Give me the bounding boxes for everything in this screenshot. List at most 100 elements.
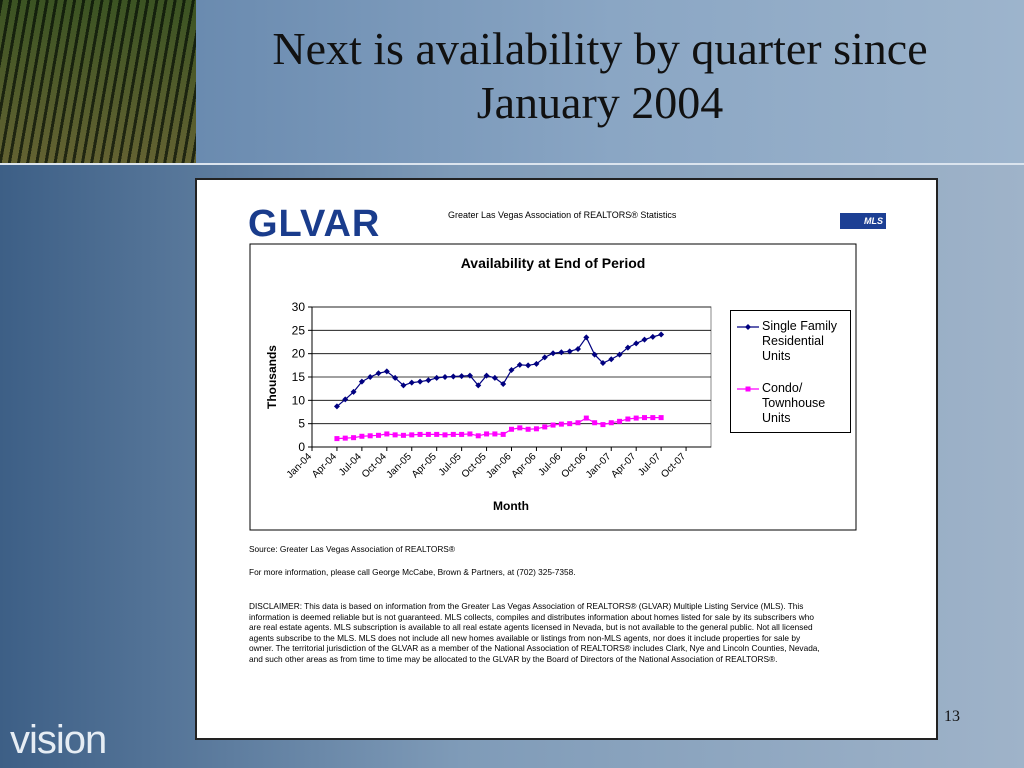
marker bbox=[434, 431, 440, 437]
marker bbox=[342, 396, 349, 403]
marker bbox=[583, 334, 590, 341]
marker bbox=[575, 420, 581, 426]
marker bbox=[433, 374, 440, 381]
marker bbox=[525, 362, 532, 369]
marker bbox=[442, 432, 448, 438]
marker bbox=[466, 372, 473, 379]
legend-label: Condo/ Townhouse Units bbox=[762, 381, 826, 425]
marker bbox=[459, 431, 465, 437]
marker bbox=[491, 374, 498, 381]
y-tick-label: 10 bbox=[292, 393, 306, 407]
marker bbox=[467, 431, 473, 437]
marker bbox=[745, 324, 751, 330]
marker bbox=[500, 431, 506, 437]
legend-key bbox=[737, 386, 759, 392]
page-number: 13 bbox=[944, 708, 960, 725]
chart-title: Availability at End of Period bbox=[461, 255, 646, 271]
marker bbox=[583, 415, 589, 421]
marker bbox=[409, 432, 415, 438]
marker bbox=[475, 433, 481, 439]
marker bbox=[400, 382, 407, 389]
marker bbox=[333, 403, 340, 410]
source: Source: Greater Las Vegas Association of… bbox=[249, 544, 455, 554]
legend: Single Family Residential Units Condo/ To… bbox=[730, 310, 851, 433]
marker bbox=[608, 356, 615, 363]
marker bbox=[649, 333, 656, 340]
marker bbox=[558, 349, 565, 356]
marker bbox=[508, 367, 515, 373]
marker bbox=[633, 415, 639, 421]
marker bbox=[442, 374, 448, 380]
slide-title: Next is availability by quarter since Ja… bbox=[272, 23, 928, 128]
marker bbox=[525, 426, 531, 432]
marker bbox=[516, 361, 523, 368]
marker bbox=[566, 348, 573, 355]
marker bbox=[417, 431, 423, 437]
marker bbox=[375, 370, 382, 377]
doc-header: Greater Las Vegas Association of REALTOR… bbox=[448, 210, 677, 220]
marker bbox=[567, 421, 573, 427]
photo bbox=[0, 0, 196, 163]
marker bbox=[575, 346, 581, 352]
series-line bbox=[336, 333, 662, 407]
marker bbox=[533, 360, 540, 367]
marker bbox=[617, 418, 623, 424]
contact: For more information, please call George… bbox=[249, 567, 576, 577]
marker bbox=[745, 386, 751, 392]
marker bbox=[492, 431, 498, 437]
marker bbox=[376, 432, 381, 438]
marker bbox=[392, 432, 398, 438]
marker bbox=[600, 422, 606, 428]
disclaimer: DISCLAIMER: This data is based on inform… bbox=[249, 601, 820, 664]
y-tick-label: 5 bbox=[298, 417, 305, 431]
marker bbox=[533, 426, 539, 432]
marker bbox=[550, 350, 557, 357]
marker bbox=[408, 379, 415, 386]
marker bbox=[358, 378, 365, 385]
marker bbox=[616, 351, 623, 358]
marker bbox=[359, 433, 365, 439]
marker bbox=[599, 360, 606, 366]
y-tick-label: 25 bbox=[292, 323, 306, 337]
marker bbox=[542, 424, 548, 430]
marker bbox=[592, 420, 598, 426]
y-tick-label: 15 bbox=[292, 370, 306, 384]
series-line bbox=[336, 417, 662, 440]
marker bbox=[425, 377, 432, 384]
marker bbox=[458, 373, 465, 380]
marker bbox=[351, 435, 357, 441]
marker bbox=[650, 415, 656, 421]
marker bbox=[509, 426, 514, 432]
marker bbox=[624, 344, 631, 351]
marker bbox=[625, 416, 631, 422]
brand: vision bbox=[10, 718, 107, 762]
marker bbox=[367, 433, 373, 439]
x-axis-label: Month bbox=[493, 499, 529, 513]
marker bbox=[400, 432, 406, 438]
marker bbox=[334, 436, 340, 442]
legend-key bbox=[737, 324, 759, 330]
marker bbox=[350, 388, 357, 395]
marker bbox=[475, 382, 482, 389]
marker bbox=[392, 374, 399, 381]
y-axis-label: Thousands bbox=[265, 345, 279, 409]
marker bbox=[483, 372, 490, 379]
marker bbox=[425, 431, 431, 437]
marker bbox=[541, 354, 548, 361]
marker bbox=[658, 331, 665, 338]
marker bbox=[641, 336, 648, 343]
marker bbox=[342, 435, 348, 441]
y-tick-label: 20 bbox=[292, 347, 306, 361]
marker bbox=[608, 420, 614, 426]
y-tick-label: 30 bbox=[292, 300, 306, 314]
marker bbox=[633, 340, 640, 347]
badge: MLS bbox=[840, 213, 886, 229]
marker bbox=[417, 378, 424, 385]
marker bbox=[500, 381, 507, 387]
marker bbox=[517, 425, 523, 431]
marker bbox=[450, 373, 457, 380]
legend-label: Single Family Residential Units bbox=[762, 319, 838, 363]
marker bbox=[383, 368, 390, 375]
